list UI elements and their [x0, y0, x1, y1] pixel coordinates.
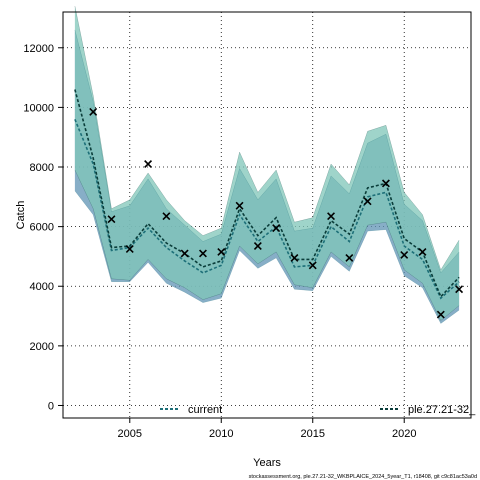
x-tick-label: 2010 [209, 428, 233, 440]
observed-point [345, 253, 354, 262]
observed-point [400, 250, 409, 259]
y-tick-label: 12000 [23, 43, 54, 55]
y-tick-label: 8000 [30, 162, 54, 174]
observed-point [253, 242, 262, 250]
x-tick-label: 2020 [392, 428, 416, 440]
observed-point [290, 253, 299, 262]
band-1 [74, 29, 460, 324]
upper-bound-line-1 [74, 29, 460, 274]
band-2 [74, 6, 460, 321]
confidence-bands [74, 6, 460, 324]
legend-label-1: current [188, 404, 222, 416]
y-tick-label: 6000 [30, 222, 54, 234]
observed-point [235, 201, 244, 210]
median-line-1 [74, 119, 460, 300]
x-axis-ticks: 2005 2010 2015 2020 [118, 418, 416, 440]
median-line-2 [74, 89, 460, 299]
y-axis-ticks: 0 2000 4000 6000 8000 10000 12000 [23, 43, 63, 412]
upper-bound-line-2 [74, 5, 460, 271]
y-tick-label: 2000 [30, 341, 54, 353]
observed-point [327, 212, 336, 221]
observed-point [272, 224, 281, 233]
observed-point [107, 215, 116, 224]
plot-frame [62, 11, 472, 419]
x-tick-label: 2015 [300, 428, 324, 440]
observed-point [162, 212, 171, 221]
x-tick-label: 2005 [118, 428, 142, 440]
observed-point [217, 247, 226, 256]
observed-point [198, 249, 207, 258]
observed-point [436, 310, 445, 319]
y-tick-label: 0 [48, 400, 54, 412]
legend: current ple.27.21-32_ [160, 404, 476, 416]
lower-bound-line-1 [74, 190, 460, 324]
observed-point [455, 285, 464, 294]
lower-bound-line-2 [74, 169, 460, 321]
median-lines [74, 5, 460, 324]
observed-point [363, 197, 372, 206]
observed-point [180, 249, 189, 258]
y-axis-title: Catch [15, 201, 27, 230]
legend-label-2: ple.27.21-32_ [408, 404, 476, 416]
observed-point [144, 160, 153, 168]
x-axis-title: Years [253, 457, 281, 469]
y-tick-label: 10000 [23, 102, 54, 114]
observed-point [125, 245, 134, 253]
observed-point [418, 247, 427, 256]
observed-points [89, 107, 464, 319]
y-tick-label: 4000 [30, 281, 54, 293]
observed-point [308, 261, 317, 270]
observed-point [381, 179, 390, 188]
observed-point [89, 107, 98, 116]
footer-text: stockassessment.org, ple.27.21-32_WKBPLA… [249, 474, 477, 480]
